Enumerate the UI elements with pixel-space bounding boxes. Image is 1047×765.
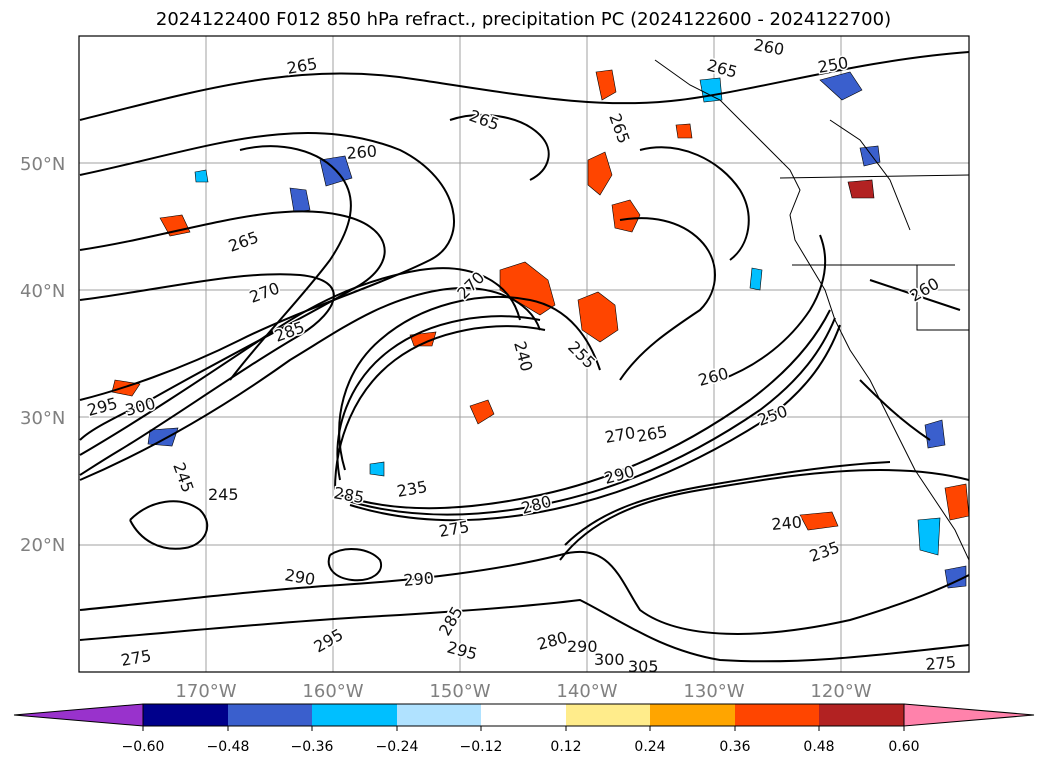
colorbar-extend-high: [903, 703, 1035, 727]
latitude-labels: 50°N 40°N 30°N 20°N: [20, 154, 65, 556]
colorbar-tick-label: −0.36: [291, 739, 334, 755]
colorbar-tick-label: 0.36: [719, 739, 750, 755]
colorbar-tick-label: 0.24: [634, 739, 665, 755]
lat-label-30n: 30°N: [20, 408, 65, 429]
contour-label: 280: [519, 492, 553, 518]
colorbar-segment: [566, 704, 650, 726]
lat-label-50n: 50°N: [20, 154, 65, 175]
contour-label: 275: [925, 652, 957, 674]
colorbar-segment: [819, 704, 904, 726]
contour-label: 260: [752, 35, 785, 59]
colorbar-outline: [142, 703, 905, 727]
colorbar-tick-label: −0.12: [460, 739, 503, 755]
contour-label: 240: [771, 512, 803, 534]
colorbar-tick-label: −0.60: [122, 739, 165, 755]
colorbar-segment: [481, 704, 566, 726]
lon-label-140w: 140°W: [556, 681, 617, 702]
lon-label-120w: 120°W: [810, 681, 871, 702]
colorbar-extend-low: [13, 703, 144, 727]
lon-label-170w: 170°W: [175, 681, 236, 702]
lat-label-40n: 40°N: [20, 281, 65, 302]
colorbar-segment: [228, 704, 312, 726]
lon-label-160w: 160°W: [302, 681, 363, 702]
colorbar-segment: [735, 704, 819, 726]
colorbar-segment: [397, 704, 481, 726]
contour-label: 300: [594, 650, 625, 669]
contour-label: 290: [403, 568, 435, 590]
colorbar-tick-label: −0.24: [376, 739, 419, 755]
lon-label-130w: 130°W: [683, 681, 744, 702]
contour-label: 265: [635, 422, 668, 446]
colorbar-tick-label: −0.48: [207, 739, 250, 755]
map-frame: [78, 35, 970, 673]
colorbar-segment: [312, 704, 397, 726]
graticule: [79, 36, 969, 672]
colorbar-tick-label: 0.60: [888, 739, 919, 755]
lon-label-150w: 150°W: [429, 681, 490, 702]
refractivity-contours: [79, 51, 969, 663]
contour-label: 305: [628, 657, 659, 676]
colorbar-ticks: [142, 726, 905, 731]
colorbar-tick-label: 0.48: [803, 739, 834, 755]
colorbar-segment: [650, 704, 735, 726]
longitude-labels: 170°W 160°W 150°W 140°W 130°W 120°W: [175, 681, 871, 702]
coastlines: [654, 59, 969, 561]
colorbar: −0.60 −0.48 −0.36 −0.24 −0.12 0.12 0.24 …: [13, 703, 1035, 755]
contour-label: 290: [567, 637, 598, 656]
colorbar-segment: [143, 704, 228, 726]
contour-label: 245: [208, 485, 239, 504]
map-title: 2024122400 F012 850 hPa refract., precip…: [155, 9, 892, 30]
lat-label-20n: 20°N: [20, 535, 65, 556]
precipitation-patches: [111, 69, 969, 589]
colorbar-tick-label: 0.12: [550, 739, 581, 755]
contour-label: 260: [346, 141, 378, 163]
